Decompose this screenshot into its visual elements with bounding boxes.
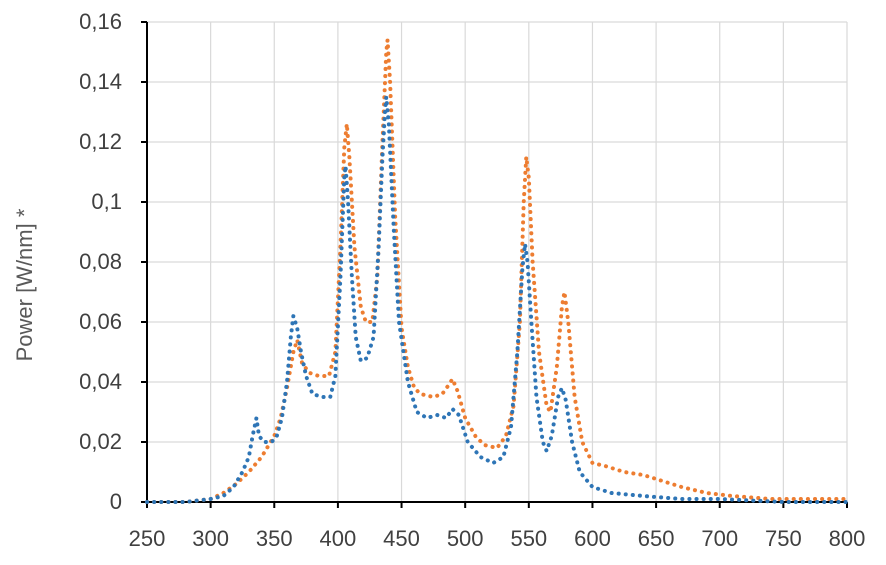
x-tick-label: 300 [192,526,229,551]
y-tick-labels: 0 0,02 0,04 0,06 0,08 0,1 0,12 0,14 0,16 [79,9,122,514]
y-tick-label: 0,16 [79,9,122,34]
series-line-1 [145,39,849,504]
x-tick-label: 350 [256,526,293,551]
y-tick-label: 0,08 [79,249,122,274]
x-tick-label: 450 [383,526,420,551]
y-tick-label: 0,12 [79,129,122,154]
x-tick-labels: 250 300 350 400 450 500 550 600 650 700 750 800 [129,526,866,551]
x-tick-label: 400 [320,526,357,551]
x-tick-label: 650 [638,526,675,551]
grid [147,21,848,502]
x-tick-label: 700 [701,526,738,551]
x-tick-label: 500 [447,526,484,551]
y-tick-label: 0,02 [79,429,122,454]
y-tick-label: 0,06 [79,309,122,334]
axes [141,21,848,508]
y-tick-label: 0,1 [91,189,122,214]
y-tick-label: 0,04 [79,369,122,394]
y-tick-label: 0,14 [79,69,122,94]
y-axis-title: Power [W/nm] * [12,208,37,361]
x-tick-label: 550 [510,526,547,551]
x-tick-label: 250 [129,526,166,551]
series-group [145,39,849,504]
x-tick-label: 750 [765,526,802,551]
x-tick-label: 800 [829,526,866,551]
series-line-2 [145,96,849,504]
y-tick-label: 0 [110,489,122,514]
x-tick-label: 600 [574,526,611,551]
